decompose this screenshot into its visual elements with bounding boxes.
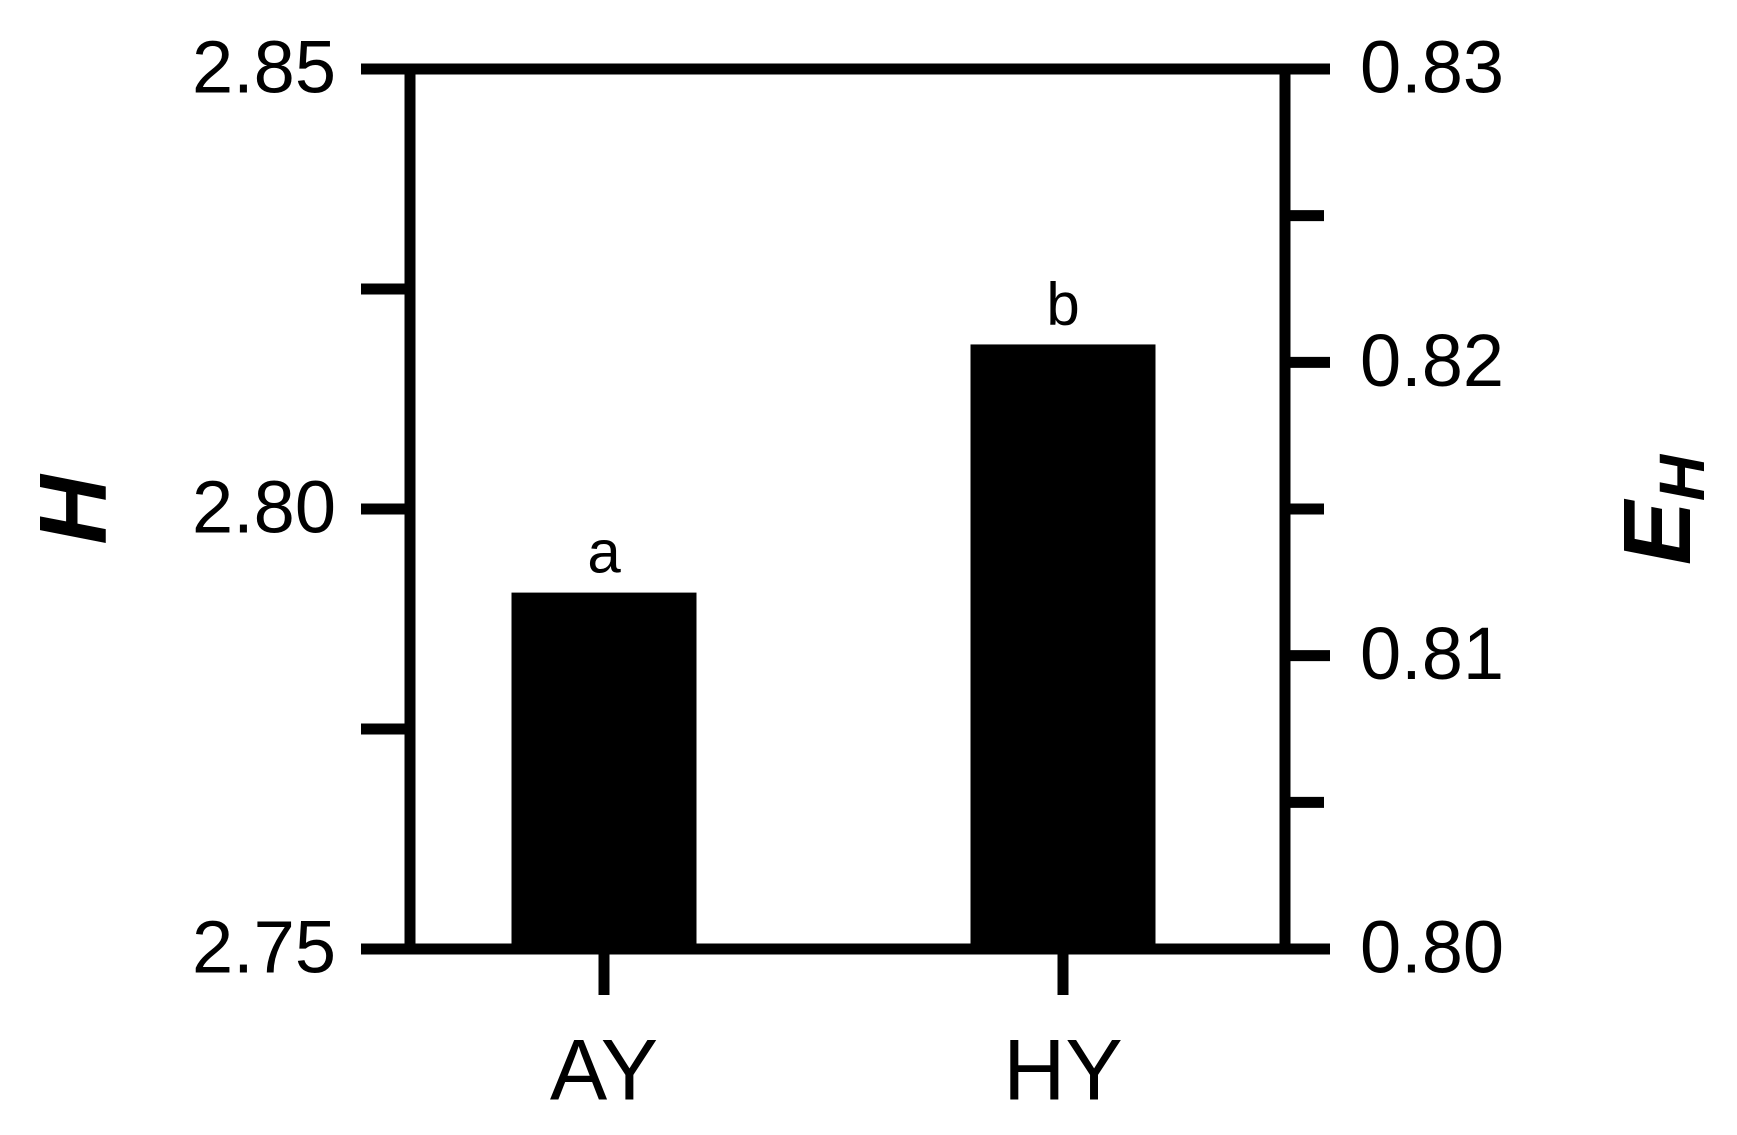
y-tick-label: 2.85 xyxy=(192,26,336,109)
y-axis-title: H xyxy=(19,474,126,545)
y2-axis-title: EH xyxy=(1604,453,1718,565)
y2-axis-title-main: E xyxy=(1604,498,1711,565)
x-tick-label: HY xyxy=(1003,1023,1122,1119)
y2-tick-label: 0.82 xyxy=(1360,319,1504,402)
y-tick-label: 2.80 xyxy=(192,466,336,549)
y-tick-label: 2.75 xyxy=(192,906,336,989)
y2-axis-title-sub: H xyxy=(1646,453,1718,501)
y2-tick-label: 0.80 xyxy=(1360,906,1504,989)
x-tick-label: AY xyxy=(550,1023,658,1119)
y2-tick-label: 0.83 xyxy=(1360,26,1504,109)
bar-label: b xyxy=(1046,270,1079,337)
bar xyxy=(970,344,1156,949)
bar xyxy=(511,592,697,949)
bar-label: a xyxy=(587,518,621,585)
y2-tick-label: 0.81 xyxy=(1360,612,1504,695)
